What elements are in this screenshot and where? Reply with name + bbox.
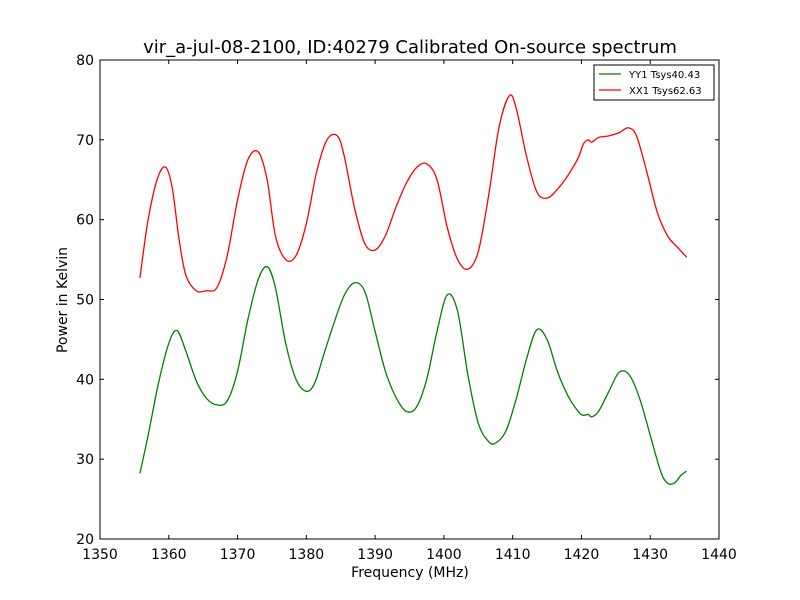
- x-tick-label: 1360: [151, 547, 187, 563]
- ticks-layer: 1350 1360 1370 1380 1390 1400 1410 1420 1430 1440…: [76, 53, 737, 563]
- y-axis-label: Power in Kelvin: [55, 247, 71, 353]
- y-tick-label: 70: [76, 133, 94, 149]
- x-tick-label: 1370: [220, 547, 256, 563]
- x-tick-label: 1400: [426, 547, 462, 563]
- series-line-yy1: [139, 265, 688, 486]
- x-tick-label: 1420: [564, 547, 600, 563]
- legend-label-xx1: XX1 Tsys62.63: [629, 86, 702, 97]
- legend: YY1 Tsys40.43 XX1 Tsys62.63: [593, 64, 715, 101]
- series-line-xx1: [139, 94, 688, 293]
- y-tick-label: 60: [76, 213, 94, 229]
- legend-box: [593, 64, 715, 101]
- plot-background: [100, 60, 719, 539]
- x-tick-label: 1410: [495, 547, 531, 563]
- series-layer: [139, 94, 688, 486]
- legend-label-yy1: YY1 Tsys40.43: [628, 70, 700, 81]
- x-tick-label: 1350: [82, 547, 118, 563]
- y-tick-label: 30: [76, 452, 94, 468]
- y-tick-label: 80: [76, 53, 94, 69]
- x-tick-label: 1440: [701, 547, 737, 563]
- x-tick-label: 1380: [289, 547, 325, 563]
- x-tick-label: 1430: [632, 547, 668, 563]
- y-tick-label: 40: [76, 372, 94, 388]
- chart-title: vir_a-jul-08-2100, ID:40279 Calibrated O…: [143, 37, 677, 58]
- y-tick-label: 50: [76, 293, 94, 309]
- plot-area: 1350 1360 1370 1380 1390 1400 1410 1420 1430 1440…: [76, 53, 737, 563]
- x-tick-label: 1390: [357, 547, 393, 563]
- y-tick-label: 20: [76, 532, 94, 548]
- x-axis-label: Frequency (MHz): [351, 565, 469, 581]
